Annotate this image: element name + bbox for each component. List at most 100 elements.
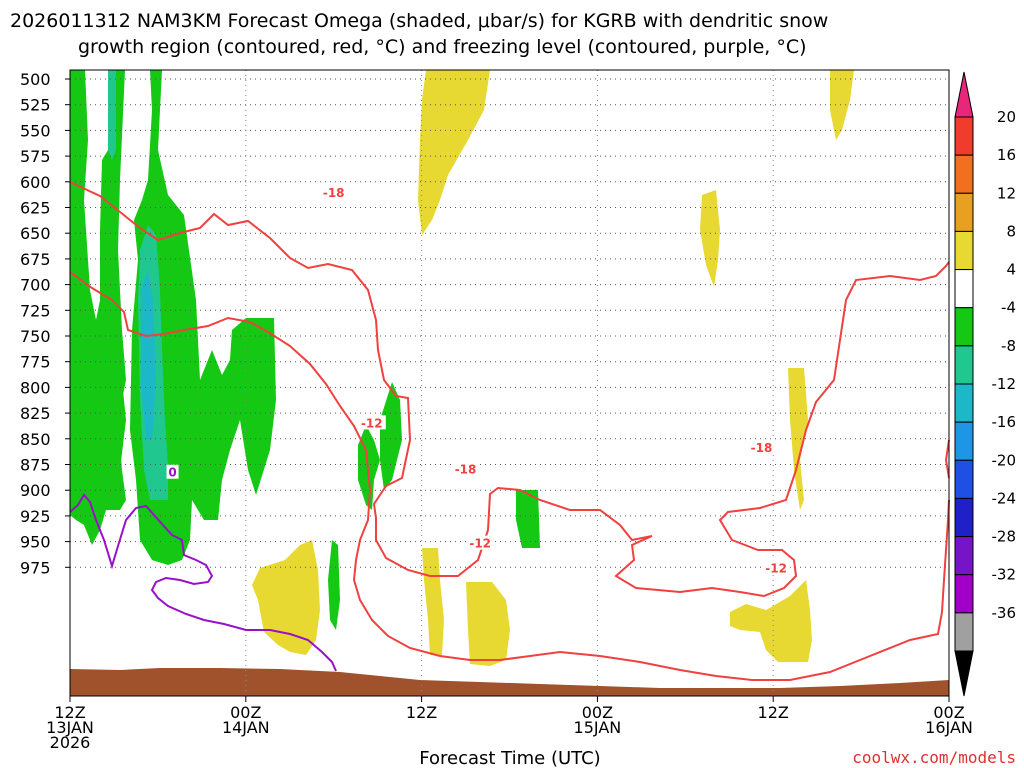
x-tick-label-48-1: 12Z <box>758 703 789 722</box>
freezing-level-contour <box>69 493 337 672</box>
x-tick-label-0-3: 2026 <box>50 733 91 752</box>
y-tick-label-975: 975 <box>20 558 51 577</box>
colorbar-label-7: -12 <box>992 375 1017 393</box>
colorbar-label-3: 8 <box>1006 222 1016 240</box>
x-axis-label: Forecast Time (UTC) <box>419 748 600 768</box>
y-tick-label-750: 750 <box>20 327 51 346</box>
contour-label-bg-6 <box>166 464 179 479</box>
terrain-surface <box>70 668 949 696</box>
colorbar-label-9: -20 <box>992 451 1017 469</box>
omega-region-yellow-1 <box>418 70 490 235</box>
y-tick-label-625: 625 <box>20 199 51 218</box>
y-tick-label-725: 725 <box>20 301 51 320</box>
contour-labels: -18 -12 -18 -12 -18 -12 0 <box>166 185 791 575</box>
y-tick-label-675: 675 <box>20 250 51 269</box>
omega-region-green-3 <box>130 70 276 565</box>
omega-region-teal-2 <box>108 70 116 160</box>
x-tick-label-0-2: 13JAN <box>46 718 94 737</box>
colorbar-label-5: -4 <box>1001 299 1016 317</box>
contour-minus18-upper <box>69 181 950 598</box>
colorbar-segment-9 <box>954 421 974 461</box>
contour-label-3: -12 <box>469 537 491 551</box>
y-tick-label-850: 850 <box>20 430 51 449</box>
omega-region-yellow-2 <box>830 70 854 140</box>
colorbar-segment-10 <box>954 459 974 499</box>
colorbar-segment-7 <box>954 345 974 385</box>
colorbar-label-13: -36 <box>992 604 1017 622</box>
x-tick-label-12-2: 14JAN <box>222 718 270 737</box>
contour-label-bg-0 <box>319 185 348 200</box>
contour-label-bg-4 <box>747 440 776 455</box>
colorbar-segment-11 <box>954 497 974 538</box>
x-tick-label-24-1: 12Z <box>406 703 437 722</box>
colorbar-top-arrow <box>954 71 974 118</box>
colorbar-segment-8 <box>954 383 974 423</box>
colorbar-segment-6 <box>954 307 974 347</box>
y-tick-label-600: 600 <box>20 173 51 192</box>
colorbar-label-12: -32 <box>992 566 1017 584</box>
y-tick-label-925: 925 <box>20 507 51 526</box>
y-tick-label-800: 800 <box>20 378 51 397</box>
y-tick-label-550: 550 <box>20 121 51 140</box>
contour-label-1: -12 <box>361 416 383 430</box>
y-tick-label-875: 875 <box>20 456 51 475</box>
y-tick-label-575: 575 <box>20 147 51 166</box>
x-tick-label-60-2: 16JAN <box>925 718 973 737</box>
colorbar-segment-12 <box>954 536 974 576</box>
colorbar: 20 16 12 8 4 -4 -8 -12 -16 -20 -24 -28 -32 -36 <box>954 71 1017 697</box>
x-tick-label-0-1: 12Z <box>54 703 85 722</box>
dendritic-growth-contours <box>69 181 950 681</box>
x-tick-label-36-2: 15JAN <box>574 718 622 737</box>
colorbar-segment-3 <box>954 192 974 232</box>
contour-minus12 <box>69 271 950 681</box>
omega-region-cyan-1 <box>141 270 156 440</box>
contour-label-4: -18 <box>751 441 773 455</box>
y-tick-label-900: 900 <box>20 481 51 500</box>
contour-label-bg-1 <box>357 415 386 430</box>
contour-label-5: -12 <box>765 561 787 575</box>
contour-label-2: -18 <box>455 463 477 477</box>
contour-minus12-right-edge <box>944 439 950 479</box>
y-tick-label-700: 700 <box>20 276 51 295</box>
contour-label-bg-2 <box>451 461 480 476</box>
colorbar-segment-1 <box>954 116 974 156</box>
omega-region-green-6 <box>328 540 340 630</box>
colorbar-label-8: -16 <box>992 413 1017 431</box>
omega-region-green-5 <box>380 382 402 490</box>
plot-frame <box>69 69 950 697</box>
y-tick-label-950: 950 <box>20 533 51 552</box>
credit-link[interactable]: coolwx.com/models <box>852 748 1016 767</box>
y-tick-label-650: 650 <box>20 224 51 243</box>
omega-region-yellow-7 <box>466 582 510 666</box>
omega-region-yellow-4 <box>788 368 808 510</box>
omega-region-yellow-3 <box>700 190 720 287</box>
colorbar-bottom-arrow <box>954 650 974 697</box>
colorbar-label-10: -24 <box>992 489 1017 507</box>
omega-region-green-7 <box>516 490 540 548</box>
colorbar-segment-14 <box>954 612 974 652</box>
contour-label-bg-3 <box>466 535 495 550</box>
y-tick-label-525: 525 <box>20 96 51 115</box>
omega-region-yellow-5 <box>252 540 320 655</box>
x-tick-label-36-1: 00Z <box>582 703 613 722</box>
colorbar-label-11: -28 <box>992 528 1017 546</box>
colorbar-segment-13 <box>954 574 974 614</box>
colorbar-segment-4 <box>954 230 974 271</box>
chart-title-line2: growth region (contoured, red, °C) and f… <box>78 36 807 58</box>
y-tick-label-825: 825 <box>20 404 51 423</box>
colorbar-label-0: 20 <box>997 108 1016 126</box>
colorbar-segment-5 <box>954 269 974 309</box>
omega-region-green-2 <box>108 380 126 470</box>
colorbar-segment-2 <box>954 154 974 194</box>
y-tick-label-500: 500 <box>20 70 51 89</box>
colorbar-label-1: 16 <box>997 146 1016 164</box>
chart-title-line1: 2026011312 NAM3KM Forecast Omega (shaded… <box>10 10 828 32</box>
y-axis: 500 525 550 575 600 625 650 675 700 725 750 775 800 8… <box>20 70 70 577</box>
contour-label-0: -18 <box>323 186 345 200</box>
colorbar-label-6: -8 <box>1001 337 1016 355</box>
omega-region-yellow-8 <box>730 580 812 662</box>
contour-zero <box>69 493 337 672</box>
contour-label-bg-5 <box>762 560 791 575</box>
